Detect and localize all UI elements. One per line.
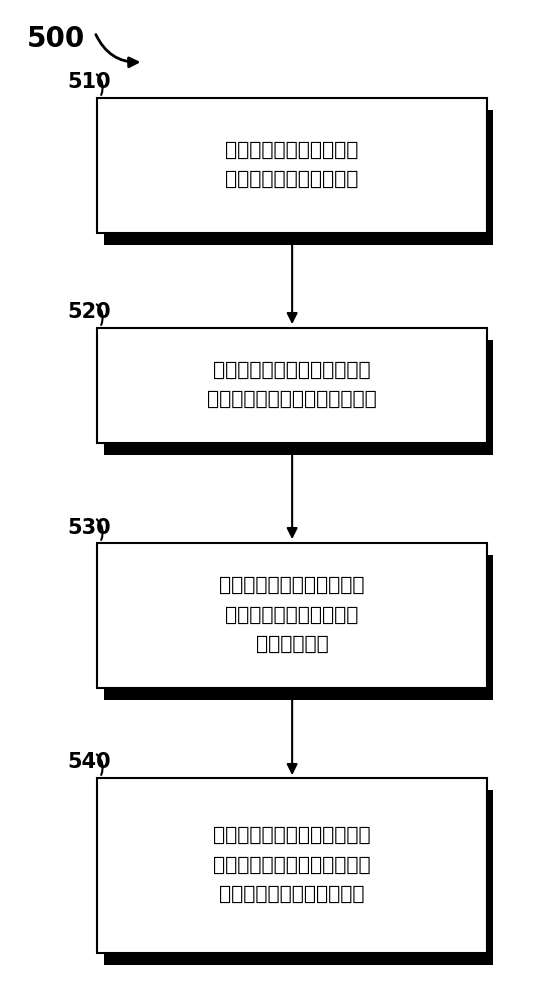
Text: 540: 540 xyxy=(68,752,111,772)
Text: 从振动计量仪中的计量仪
组件获得一个或多个信号: 从振动计量仪中的计量仪 组件获得一个或多个信号 xyxy=(226,141,359,189)
Text: 将所述一个或多个信号提供给
振动计量仪中的计量仪电子器件: 将所述一个或多个信号提供给 振动计量仪中的计量仪电子器件 xyxy=(207,361,377,409)
Text: 利用信号参数偏移对时间延迟
进行补偿，其中信号参数偏移
基于计量仪电子器件的温度: 利用信号参数偏移对时间延迟 进行补偿，其中信号参数偏移 基于计量仪电子器件的温度 xyxy=(213,826,371,904)
Text: 530: 530 xyxy=(68,518,111,538)
Text: 500: 500 xyxy=(27,25,85,53)
FancyBboxPatch shape xyxy=(104,554,493,700)
FancyBboxPatch shape xyxy=(97,778,487,952)
FancyBboxPatch shape xyxy=(104,109,493,244)
FancyBboxPatch shape xyxy=(97,98,487,232)
Text: 510: 510 xyxy=(68,73,111,93)
Text: 将所述一个或多个信号中的
至少两个进行比较以确定
管的时间延迟: 将所述一个或多个信号中的 至少两个进行比较以确定 管的时间延迟 xyxy=(220,576,365,654)
Text: 520: 520 xyxy=(68,302,111,322)
FancyBboxPatch shape xyxy=(104,340,493,454)
FancyBboxPatch shape xyxy=(97,542,487,688)
FancyBboxPatch shape xyxy=(97,328,487,442)
FancyBboxPatch shape xyxy=(104,790,493,964)
